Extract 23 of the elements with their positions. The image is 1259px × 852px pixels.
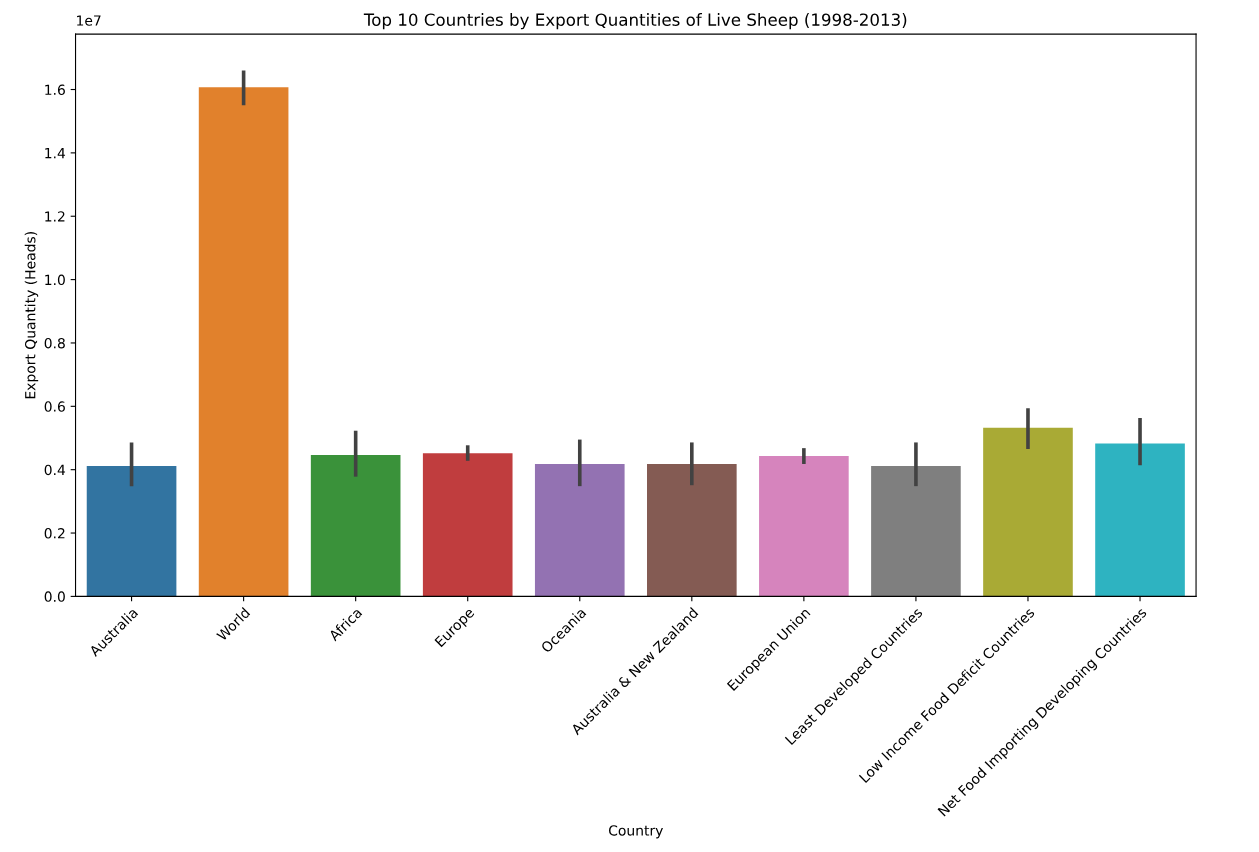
bar [647,463,737,597]
y-tick-label: 0.4 [44,464,66,476]
y-tick-label: 0.8 [44,337,65,349]
bar [983,427,1073,597]
bar [1095,443,1185,597]
y-tick-label: 1.6 [45,84,65,95]
x-axis-title: Country [608,825,663,839]
bar [198,87,289,597]
bar [759,456,849,597]
chart-title: Top 10 Countries by Export Quantities of Live Sheep (1998-2013) [363,13,907,30]
y-tick-label: 1.0 [45,274,65,286]
y-tick-label: 0.0 [44,591,65,602]
bar [871,465,961,597]
bar [422,453,513,597]
bar [534,463,625,597]
y-tick-label: 1.2 [45,211,65,222]
bar [310,455,401,597]
y-tick-label: 0.2 [44,528,65,539]
text: 1e7 [77,15,101,26]
y-tick-label: 1.4 [45,148,66,159]
bar [86,465,177,597]
y-axis-title: Export Quantity (Heads) [24,232,39,399]
y-tick-label: 0.6 [44,401,65,412]
